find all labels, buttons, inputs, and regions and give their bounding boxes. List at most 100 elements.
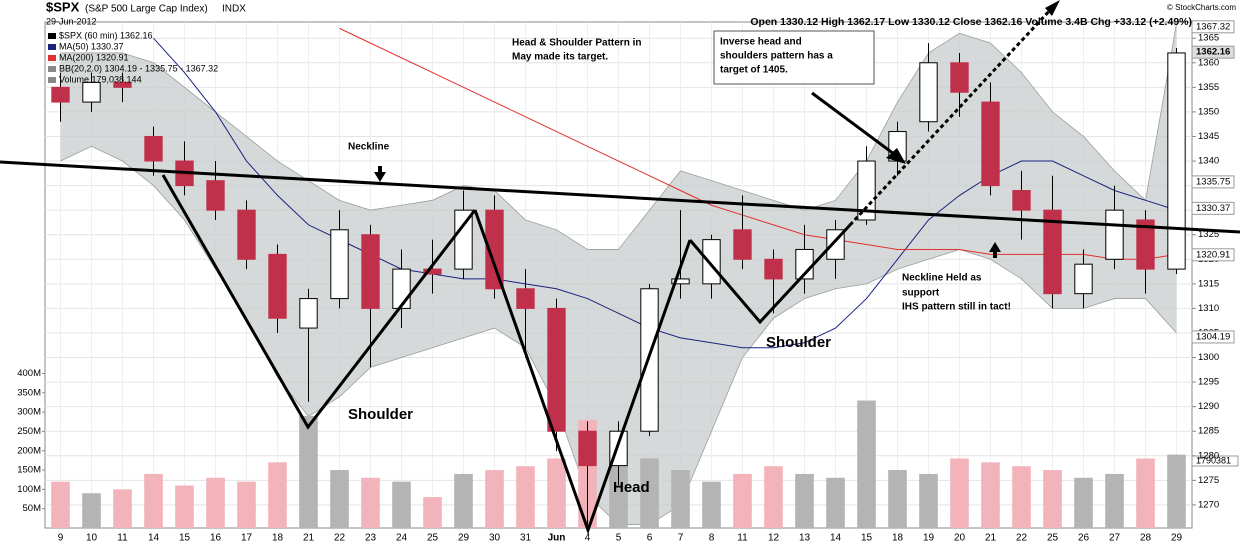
price-tag: 1330.37	[1196, 203, 1230, 214]
volume-tag-box	[1191, 455, 1239, 467]
x-tick-label: 21	[303, 533, 315, 544]
price-tag-box	[1191, 330, 1235, 344]
candle-body	[113, 81, 132, 88]
volume-bar	[454, 473, 473, 528]
arrow-head	[886, 148, 906, 164]
legend-label: MA(50) 1330.37	[59, 41, 124, 51]
right-shoulder-v	[688, 223, 852, 325]
volume-bar	[640, 458, 659, 528]
bollinger-line	[60, 23, 1177, 250]
volume-bar	[857, 400, 876, 528]
candle-body	[547, 307, 566, 432]
volume-bar	[950, 458, 969, 528]
annotation: IHS pattern still in tact!	[902, 302, 1011, 313]
subtitle: (S&P 500 Large Cap Index)	[85, 4, 208, 15]
x-tick-label: 10	[86, 533, 98, 544]
volume-bar	[392, 481, 411, 528]
y-tick-label: 1325	[1198, 229, 1219, 240]
y-tick-label: 1290	[1198, 401, 1219, 412]
x-tick-label: 25	[427, 533, 439, 544]
candle-body	[330, 229, 349, 300]
neckline-line	[0, 160, 1240, 234]
candle-body	[671, 278, 690, 285]
volume-bar	[82, 493, 101, 528]
annotation: Inverse head and	[720, 37, 802, 48]
down-arrow	[378, 166, 382, 173]
x-tick-label: 25	[1047, 533, 1059, 544]
x-tick-label: 21	[985, 533, 997, 544]
x-tick-label: 11	[117, 533, 128, 544]
y-tick-label: 1360	[1198, 57, 1219, 68]
x-tick-label: 22	[1016, 533, 1028, 544]
ma-line	[153, 37, 1177, 349]
x-tick-label: 19	[923, 533, 935, 544]
x-tick-label: 22	[334, 533, 346, 544]
price-tag: 1367.32	[1196, 21, 1230, 32]
x-tick-label: 29	[458, 533, 470, 544]
candle-body	[857, 160, 876, 221]
price-tag: 1362.16	[1196, 47, 1230, 58]
candle-body	[361, 234, 380, 309]
y-tick-label: 1270	[1198, 499, 1219, 510]
volume-tag: 1790381	[1196, 455, 1231, 465]
candle-body	[516, 288, 535, 309]
candle-body	[423, 268, 442, 275]
y-tick-label: 1300	[1198, 352, 1219, 363]
left-shoulder-v	[161, 174, 477, 430]
annotation: May made its target.	[512, 52, 608, 63]
candle-body	[268, 253, 287, 319]
x-tick-label: 15	[179, 533, 191, 544]
x-tick-label: 13	[799, 533, 811, 544]
price-tag: 1304.19	[1196, 331, 1230, 342]
volume-bar	[702, 481, 721, 528]
exchange: INDX	[222, 4, 246, 15]
volume-bar	[423, 497, 442, 528]
y-tick-label: 1310	[1198, 303, 1219, 314]
x-tick-label: 28	[1140, 533, 1152, 544]
price-tag: 1335.75	[1196, 176, 1230, 187]
legend-swatch	[48, 55, 56, 61]
volume-bar	[144, 473, 163, 528]
ma-line	[339, 27, 1177, 260]
x-tick-label: 18	[272, 533, 284, 544]
head-v	[473, 209, 692, 535]
candle-body	[237, 209, 256, 260]
x-tick-label: 4	[585, 533, 591, 544]
x-tick-label: 17	[241, 533, 253, 544]
x-tick-label: 12	[768, 533, 780, 544]
volume-bar	[237, 481, 256, 528]
y-tick-label: 1365	[1198, 33, 1219, 44]
legend-swatch	[48, 33, 56, 39]
volume-bar	[1074, 477, 1093, 528]
y-tick-label: 1350	[1198, 106, 1219, 117]
y-tick-label: 1355	[1198, 82, 1219, 93]
price-tag-box	[1191, 201, 1235, 215]
y-tick-label: 1275	[1198, 475, 1219, 486]
candle-body	[950, 62, 969, 93]
legend-swatch	[48, 44, 56, 50]
x-tick-label: 20	[954, 533, 966, 544]
volume-bar	[516, 466, 535, 528]
legend-swatch	[48, 66, 56, 72]
volume-bar	[888, 470, 907, 528]
down-arrow	[374, 172, 386, 182]
price-tag-box	[1191, 45, 1235, 59]
annotations: Head & Shoulder Pattern in May made its …	[348, 30, 1011, 496]
legend-swatch	[48, 77, 56, 83]
candle-body	[733, 229, 752, 260]
volume-bar	[1136, 458, 1155, 528]
y-tick-label: 1280	[1198, 450, 1219, 461]
x-tick-label: 30	[489, 533, 501, 544]
volume-bar	[113, 489, 132, 528]
candle-body	[1136, 219, 1155, 270]
x-tick-label: 5	[616, 533, 622, 544]
volume-tick-label: 50M	[23, 503, 42, 514]
volume-tick-label: 250M	[17, 426, 41, 437]
x-tick-label: 11	[737, 533, 748, 544]
x-tick-label: 26	[1078, 533, 1090, 544]
x-tick-label: 14	[830, 533, 842, 544]
volume-bar	[268, 462, 287, 528]
date: 29-Jun-2012	[46, 16, 97, 26]
x-tick-label: 7	[678, 533, 684, 544]
volume-tick-label: 350M	[17, 387, 41, 398]
